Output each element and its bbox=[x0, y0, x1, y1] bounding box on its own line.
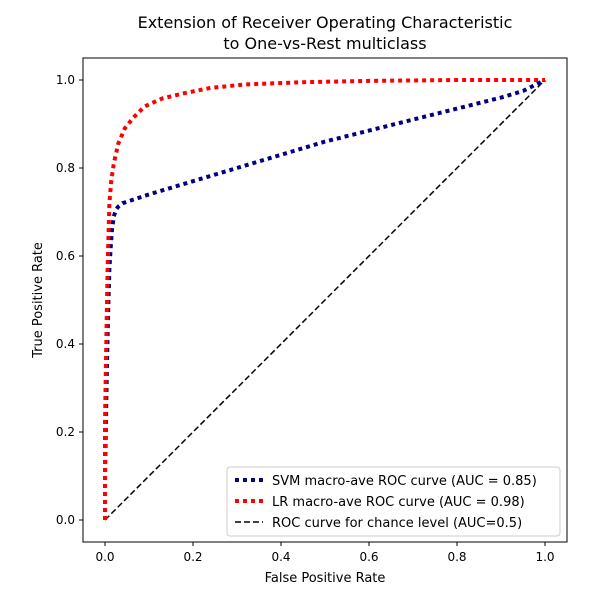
y-tick-label: 0.8 bbox=[56, 161, 75, 175]
legend-box bbox=[226, 466, 561, 537]
x-tick-label: 0.8 bbox=[447, 550, 466, 564]
chart-title-line-2: to One-vs-Rest multiclass bbox=[223, 34, 426, 53]
y-tick-label: 0.4 bbox=[56, 337, 75, 351]
legend-label: LR macro-ave ROC curve (AUC = 0.98) bbox=[272, 495, 525, 510]
x-tick-label: 0.0 bbox=[95, 550, 114, 564]
x-axis-label: False Positive Rate bbox=[265, 571, 386, 586]
series-layer bbox=[103, 78, 546, 521]
y-tick-label: 0.2 bbox=[56, 425, 75, 439]
legend-label: SVM macro-ave ROC curve (AUC = 0.85) bbox=[272, 474, 537, 489]
legend-label: ROC curve for chance level (AUC=0.5) bbox=[272, 516, 522, 531]
y-axis-label: True Positive Rate bbox=[31, 242, 46, 359]
y-tick-label: 1.0 bbox=[56, 73, 75, 87]
x-tick-label: 0.6 bbox=[359, 550, 378, 564]
x-tick-label: 1.0 bbox=[535, 550, 554, 564]
chart-title-line-1: Extension of Receiver Operating Characte… bbox=[138, 13, 513, 32]
series-line-1 bbox=[103, 78, 545, 520]
series-line-2 bbox=[104, 79, 546, 521]
y-tick-label: 0.6 bbox=[56, 249, 75, 263]
legend: SVM macro-ave ROC curve (AUC = 0.85) LR m… bbox=[226, 466, 561, 537]
x-tick-label: 0.2 bbox=[183, 550, 202, 564]
plot-area bbox=[82, 57, 568, 543]
y-tick-label: 0.0 bbox=[56, 513, 75, 527]
axis-ticks: 0.0 0.2 0.4 0.6 0.8 1.0 0.0 0.2 0.4 0.6 0.8 1.0 bbox=[56, 73, 555, 564]
x-tick-label: 0.4 bbox=[271, 550, 290, 564]
